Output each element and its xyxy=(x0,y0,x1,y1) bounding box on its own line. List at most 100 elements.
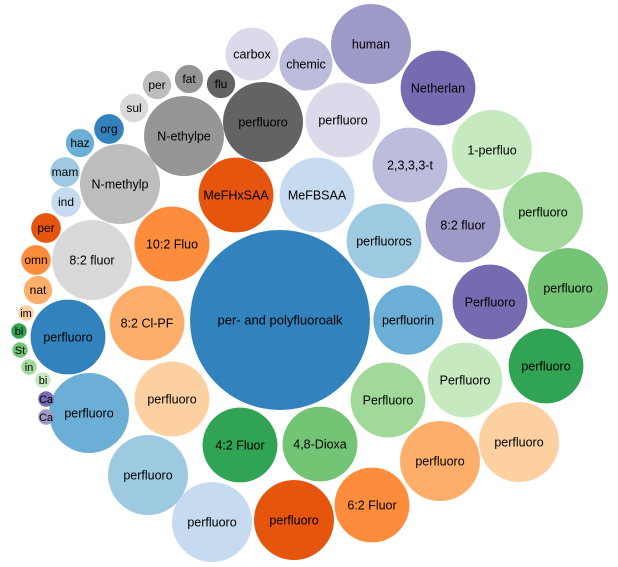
bubble-label: Perfluoro xyxy=(440,373,491,387)
bubble xyxy=(400,421,480,501)
bubble-label: N-methylp xyxy=(92,177,149,191)
bubble xyxy=(31,213,61,243)
bubble-label: omn xyxy=(24,253,47,267)
bubble xyxy=(452,264,528,340)
bubble xyxy=(109,285,185,361)
bubble-label: org xyxy=(100,122,117,136)
bubble-label: flu xyxy=(215,77,228,91)
bubble-label: perfluoros xyxy=(356,234,412,248)
bubble-label: chemic xyxy=(286,57,326,71)
bubble-label: perfluoro xyxy=(187,515,236,529)
bubble-label: ind xyxy=(58,195,74,209)
bubble-label: 6:2 Fluor xyxy=(347,498,396,512)
bubble-label: in xyxy=(25,362,34,374)
bubble xyxy=(30,299,106,375)
bubble xyxy=(334,467,410,543)
bubble-label: 8:2 Cl-PF xyxy=(121,316,174,330)
bubble-label: perfluoro xyxy=(318,113,367,127)
bubble-label: perfluoro xyxy=(494,435,543,449)
bubble-label: 4:2 Fluor xyxy=(215,438,264,452)
bubble xyxy=(94,114,124,144)
bubble xyxy=(21,359,37,375)
bubble-label: Perfluoro xyxy=(465,295,516,309)
bubble-label: 10:2 Fluo xyxy=(146,237,198,251)
bubble xyxy=(198,157,274,233)
bubble xyxy=(479,402,559,482)
bubble xyxy=(80,144,160,224)
bubble xyxy=(425,187,501,263)
bubble xyxy=(254,480,334,560)
bubble-label: perfluoro xyxy=(123,468,172,482)
bubble xyxy=(373,285,443,355)
bubble xyxy=(528,248,608,328)
bubble xyxy=(279,157,355,233)
bubble xyxy=(503,172,583,252)
bubble xyxy=(508,328,584,404)
bubble-label: bi xyxy=(39,375,48,387)
bubble-label: perfluoro xyxy=(543,281,592,295)
bubble xyxy=(144,96,224,176)
bubble-label: fat xyxy=(182,72,196,86)
bubble-label: 4,8-Dioxa xyxy=(293,437,347,451)
bubble-label: 1-perfluo xyxy=(467,143,516,157)
bubble xyxy=(279,37,333,91)
bubble-label: perfluorin xyxy=(382,313,434,327)
bubble xyxy=(21,245,51,275)
bubble xyxy=(305,82,381,158)
bubble xyxy=(174,64,204,94)
bubble-label: Ca xyxy=(39,394,54,406)
bubble-label: perfluoro xyxy=(269,513,318,527)
bubble xyxy=(223,82,303,162)
bubble-label: MeFHxSAA xyxy=(203,188,269,202)
bubble xyxy=(18,305,34,321)
bubble xyxy=(50,157,80,187)
bubble xyxy=(350,362,426,438)
bubble xyxy=(452,110,532,190)
bubble xyxy=(49,373,129,453)
bubble xyxy=(225,27,279,81)
bubble-label: bl xyxy=(15,326,24,338)
bubble-label: im xyxy=(20,308,32,320)
bubble xyxy=(51,187,81,217)
bubble-label: per- and polyfluoroalk xyxy=(217,312,343,327)
bubble-label: per xyxy=(148,78,165,92)
bubble xyxy=(52,220,132,300)
bubble-label: human xyxy=(352,37,390,51)
bubble xyxy=(65,128,95,158)
bubble xyxy=(11,323,27,339)
bubble xyxy=(372,127,448,203)
bubble xyxy=(119,93,149,123)
bubble xyxy=(35,372,51,388)
bubble xyxy=(12,342,28,358)
bubble-label: nat xyxy=(30,283,47,297)
bubble-label: carbox xyxy=(233,47,271,61)
bubble xyxy=(427,342,503,418)
bubble-label: St xyxy=(15,345,25,357)
bubble xyxy=(172,482,252,562)
bubble xyxy=(38,409,54,425)
bubble xyxy=(346,203,422,279)
bubble xyxy=(400,50,476,126)
bubble xyxy=(38,391,54,407)
bubble-label: 2,3,3,3-t xyxy=(387,158,433,172)
bubble-label: perfluoro xyxy=(521,359,570,373)
bubble-label: mam xyxy=(52,165,79,179)
bubble-label: per xyxy=(37,221,54,235)
bubble-label: perfluoro xyxy=(518,205,567,219)
bubble xyxy=(142,70,172,100)
bubble-label: Perfluoro xyxy=(363,393,414,407)
bubble-label: Netherlan xyxy=(411,81,465,95)
bubble xyxy=(23,275,53,305)
bubble xyxy=(202,407,278,483)
bubble-label: perfluoro xyxy=(43,330,92,344)
bubble xyxy=(108,435,188,515)
bubble-label: 8:2 fluor xyxy=(69,253,114,267)
bubble xyxy=(134,361,210,437)
bubble-label: perfluoro xyxy=(238,115,287,129)
bubble-label: perfluoro xyxy=(415,454,464,468)
bubble xyxy=(134,206,210,282)
bubble-label: MeFBSAA xyxy=(288,188,347,202)
bubble-label: perfluoro xyxy=(64,406,113,420)
bubble-label: 8:2 fluor xyxy=(440,218,485,232)
